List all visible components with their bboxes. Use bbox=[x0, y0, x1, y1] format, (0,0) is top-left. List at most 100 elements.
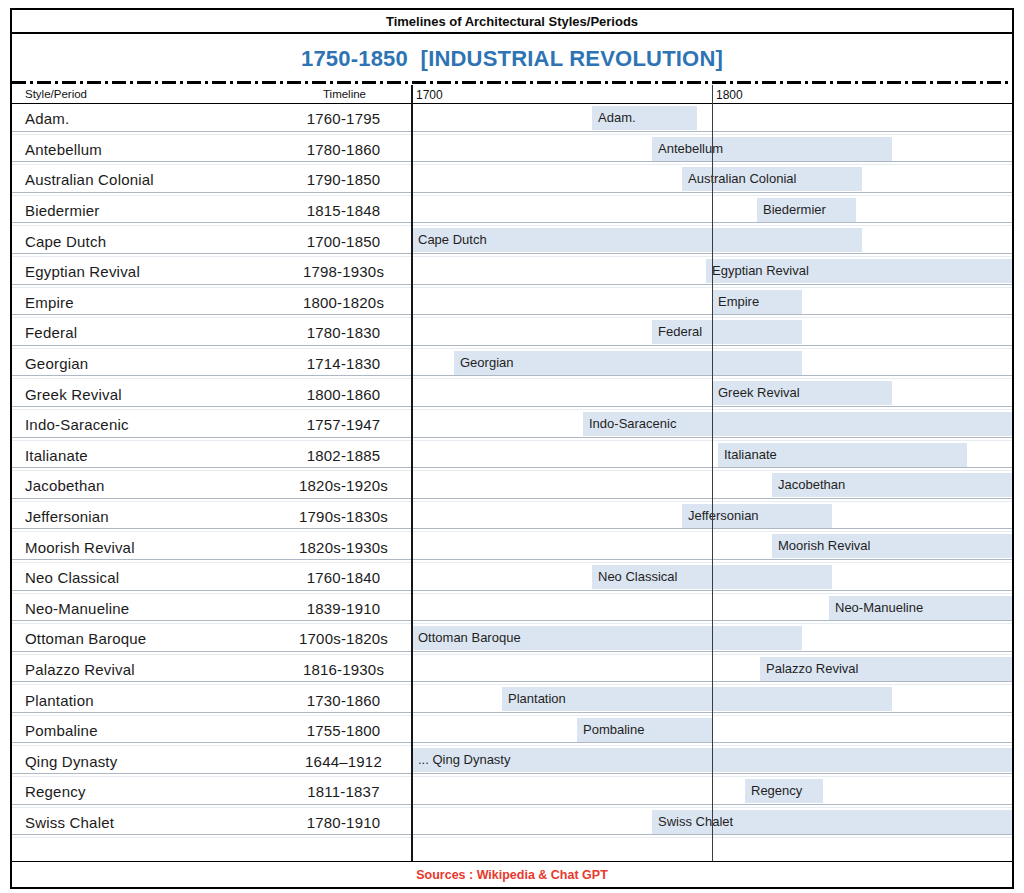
bar-label: Biedermier bbox=[763, 202, 826, 217]
axis-label-1800: 1800 bbox=[716, 88, 743, 102]
timeline-range: 1760-1795 bbox=[276, 110, 411, 127]
bar-label: Swiss Chalet bbox=[658, 814, 733, 829]
style-name: Plantation bbox=[25, 691, 94, 708]
bar-label: Antebellum bbox=[658, 141, 723, 156]
timeline-row: Indo-Saracenic 1757-1947 Indo-Saracenic bbox=[12, 410, 1012, 441]
style-name: Jeffersonian bbox=[25, 508, 109, 525]
timeline-row: Plantation 1730-1860 Plantation bbox=[12, 685, 1012, 716]
timeline-range: 1714-1830 bbox=[276, 355, 411, 372]
timeline-bar: Jeffersonian bbox=[682, 504, 832, 528]
timeline-bar: Indo-Saracenic bbox=[583, 412, 1012, 436]
timeline-row: Regency 1811-1837 Regency bbox=[12, 777, 1012, 808]
bar-label: Neo Classical bbox=[598, 569, 677, 584]
timeline-bar: Australian Colonial bbox=[682, 167, 862, 191]
timeline-bar: Pombaline bbox=[577, 718, 712, 742]
timeline-range: 1700-1850 bbox=[276, 232, 411, 249]
timeline-row: Neo Classical 1760-1840 Neo Classical bbox=[12, 563, 1012, 594]
style-name: Swiss Chalet bbox=[25, 814, 114, 831]
timeline-bar: Plantation bbox=[502, 687, 892, 711]
timeline-range: 1780-1830 bbox=[276, 324, 411, 341]
timeline-bar: Swiss Chalet bbox=[652, 810, 1012, 834]
timeline-range: 1700s-1820s bbox=[276, 630, 411, 647]
bar-label: Italianate bbox=[724, 447, 777, 462]
bar-label: Moorish Revival bbox=[778, 539, 870, 554]
style-name: Antebellum bbox=[25, 141, 102, 158]
style-name: Moorish Revival bbox=[25, 538, 135, 555]
timeline-row: Neo-Manueline 1839-1910 Neo-Manueline bbox=[12, 594, 1012, 625]
page-title: Timelines of Architectural Styles/Period… bbox=[12, 10, 1012, 34]
column-header-timeline: Timeline bbox=[282, 88, 407, 100]
timeline-row: Federal 1780-1830 Federal bbox=[12, 318, 1012, 349]
timeline-bar: Federal bbox=[652, 320, 802, 344]
timeline-rows: Adam. 1760-1795 Adam. Antebellum 1780-18… bbox=[12, 104, 1012, 838]
bar-label: ... Qing Dynasty bbox=[418, 753, 510, 768]
timeline-range: 1815-1848 bbox=[276, 202, 411, 219]
style-name: Georgian bbox=[25, 355, 88, 372]
timeline-row: Biedermier 1815-1848 Biedermier bbox=[12, 196, 1012, 227]
bar-label: Neo-Manueline bbox=[835, 600, 923, 615]
style-name: Adam. bbox=[25, 110, 69, 127]
bar-label: Greek Revival bbox=[718, 386, 800, 401]
timeline-row: Moorish Revival 1820s-1930s Moorish Revi… bbox=[12, 532, 1012, 563]
timeline-bar: Jacobethan bbox=[772, 473, 1012, 497]
style-name: Neo Classical bbox=[25, 569, 119, 586]
column-header-style: Style/Period bbox=[25, 88, 87, 100]
timeline-range: 1730-1860 bbox=[276, 691, 411, 708]
style-name: Ottoman Baroque bbox=[25, 630, 146, 647]
timeline-row: Swiss Chalet 1780-1910 Swiss Chalet bbox=[12, 808, 1012, 839]
column-header-row: Style/Period Timeline 1700 1800 bbox=[12, 85, 1012, 104]
bar-label: Adam. bbox=[598, 110, 636, 125]
timeline-range: 1780-1910 bbox=[276, 814, 411, 831]
timeline-range: 1802-1885 bbox=[276, 447, 411, 464]
style-name: Biedermier bbox=[25, 202, 100, 219]
style-name: Greek Revival bbox=[25, 385, 122, 402]
bar-label: Palazzo Revival bbox=[766, 661, 859, 676]
timeline-row: Palazzo Revival 1816-1930s Palazzo Reviv… bbox=[12, 655, 1012, 686]
bar-label: Empire bbox=[718, 294, 759, 309]
style-name: Regency bbox=[25, 783, 86, 800]
timeline-range: 1757-1947 bbox=[276, 416, 411, 433]
timeline-row: Australian Colonial 1790-1850 Australian… bbox=[12, 165, 1012, 196]
gridline-1800 bbox=[712, 85, 713, 861]
style-name: Jacobethan bbox=[25, 477, 105, 494]
style-name: Cape Dutch bbox=[25, 232, 106, 249]
bar-label: Georgian bbox=[460, 355, 513, 370]
style-name: Pombaline bbox=[25, 722, 98, 739]
timeline-bar: Biedermier bbox=[757, 198, 856, 222]
timeline-range: 1811-1837 bbox=[276, 783, 411, 800]
style-name: Indo-Saracenic bbox=[25, 416, 129, 433]
timeline-row: Ottoman Baroque 1700s-1820s Ottoman Baro… bbox=[12, 624, 1012, 655]
bar-label: Australian Colonial bbox=[688, 171, 796, 186]
timeline-row: Qing Dynasty 1644–1912 ... Qing Dynasty bbox=[12, 746, 1012, 777]
timeline-bar: Adam. bbox=[592, 106, 697, 130]
timeline-bar: Antebellum bbox=[652, 137, 892, 161]
bar-label: Plantation bbox=[508, 691, 566, 706]
timeline-range: 1798-1930s bbox=[276, 263, 411, 280]
bar-label: Ottoman Baroque bbox=[418, 630, 521, 645]
dashdot-divider bbox=[12, 81, 1012, 84]
bar-label: Egyptian Revival bbox=[712, 263, 809, 278]
timeline-bar: Georgian bbox=[454, 351, 802, 375]
bar-label: Jeffersonian bbox=[688, 508, 759, 523]
timeline-bar: Greek Revival bbox=[712, 381, 892, 405]
timeline-row: Adam. 1760-1795 Adam. bbox=[12, 104, 1012, 135]
style-name: Neo-Manueline bbox=[25, 600, 129, 617]
style-name: Qing Dynasty bbox=[25, 753, 117, 770]
timeline-bar: Ottoman Baroque bbox=[412, 626, 802, 650]
timeline-range: 1820s-1930s bbox=[276, 538, 411, 555]
timeline-table: Timelines of Architectural Styles/Period… bbox=[10, 8, 1014, 889]
timeline-range: 1790-1850 bbox=[276, 171, 411, 188]
style-name: Australian Colonial bbox=[25, 171, 154, 188]
timeline-row: Pombaline 1755-1800 Pombaline bbox=[12, 716, 1012, 747]
timeline-range: 1755-1800 bbox=[276, 722, 411, 739]
timeline-range: 1760-1840 bbox=[276, 569, 411, 586]
timeline-row: Italianate 1802-1885 Italianate bbox=[12, 441, 1012, 472]
style-name: Italianate bbox=[25, 447, 88, 464]
timeline-row: Egyptian Revival 1798-1930s Egyptian Rev… bbox=[12, 257, 1012, 288]
timeline-row: Greek Revival 1800-1860 Greek Revival bbox=[12, 379, 1012, 410]
chart-left-divider bbox=[411, 85, 413, 861]
timeline-range: 1816-1930s bbox=[276, 661, 411, 678]
style-name: Empire bbox=[25, 294, 74, 311]
bar-label: Regency bbox=[751, 783, 802, 798]
style-name: Egyptian Revival bbox=[25, 263, 140, 280]
